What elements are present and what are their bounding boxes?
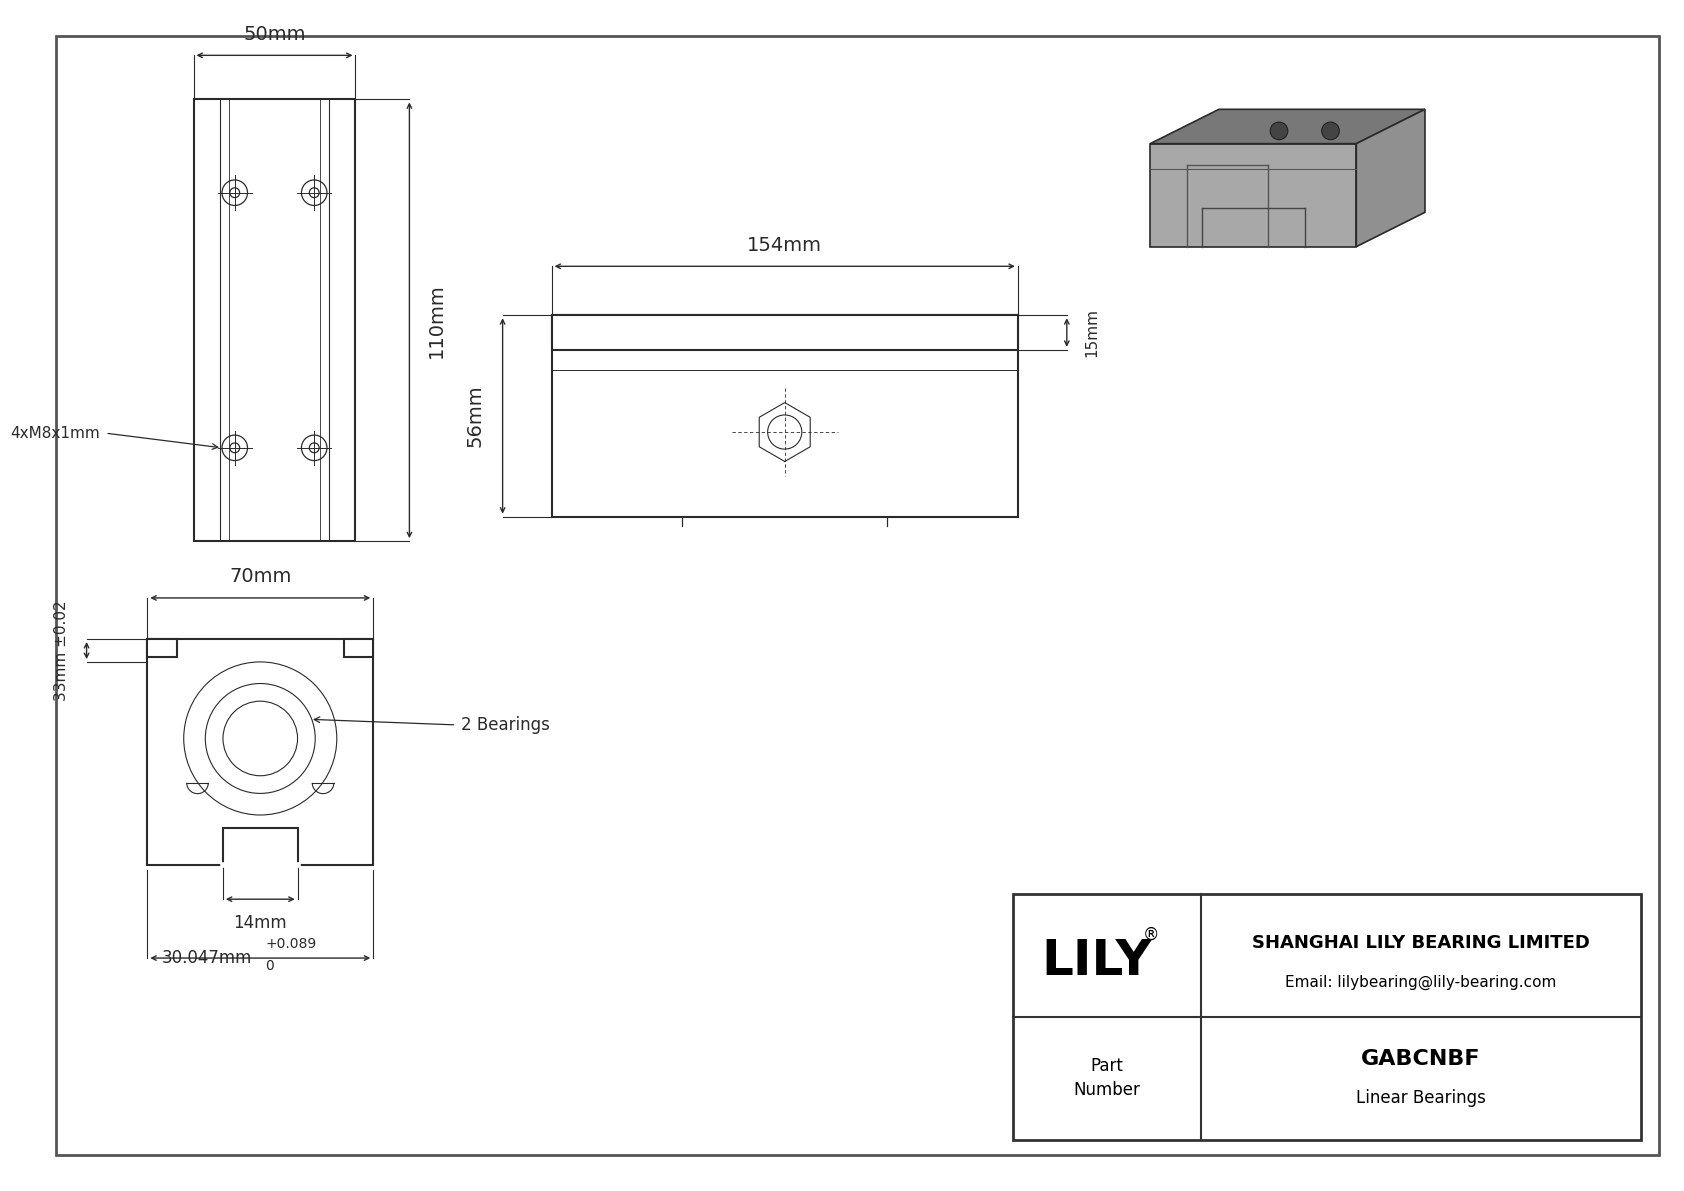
Bar — [148, 640, 374, 865]
Text: 14mm: 14mm — [234, 913, 286, 931]
Text: Email: lilybearing@lily-bearing.com: Email: lilybearing@lily-bearing.com — [1285, 975, 1556, 990]
Bar — [1012, 894, 1640, 1140]
Text: 154mm: 154mm — [748, 236, 822, 255]
Text: SHANGHAI LILY BEARING LIMITED: SHANGHAI LILY BEARING LIMITED — [1253, 934, 1590, 953]
Bar — [552, 316, 1017, 350]
Text: 2 Bearings: 2 Bearings — [461, 716, 551, 734]
Circle shape — [1270, 121, 1288, 139]
Bar — [552, 316, 1017, 517]
Text: +0.089: +0.089 — [264, 937, 317, 952]
Polygon shape — [1150, 110, 1425, 144]
Bar — [222, 828, 298, 865]
Text: 4xM8x1mm: 4xM8x1mm — [10, 425, 101, 441]
Text: 50mm: 50mm — [242, 25, 306, 44]
Text: 30.047mm: 30.047mm — [162, 949, 253, 967]
Text: 110mm: 110mm — [428, 283, 446, 357]
Polygon shape — [1150, 144, 1356, 247]
Bar — [344, 640, 374, 656]
Text: LILY: LILY — [1042, 936, 1152, 985]
Text: ®: ® — [1143, 925, 1160, 944]
Text: 15mm: 15mm — [1084, 308, 1100, 357]
Text: GABCNBF: GABCNBF — [1361, 1048, 1480, 1068]
Text: Part
Number: Part Number — [1074, 1058, 1140, 1099]
Text: 33mm ±0.02: 33mm ±0.02 — [54, 600, 69, 700]
Circle shape — [1322, 121, 1339, 139]
Text: 70mm: 70mm — [229, 567, 291, 586]
Bar — [148, 640, 177, 656]
Text: 56mm: 56mm — [466, 385, 485, 448]
Text: Linear Bearings: Linear Bearings — [1356, 1089, 1485, 1106]
Polygon shape — [1356, 110, 1425, 247]
Text: 0: 0 — [264, 959, 274, 973]
Bar — [194, 100, 355, 541]
